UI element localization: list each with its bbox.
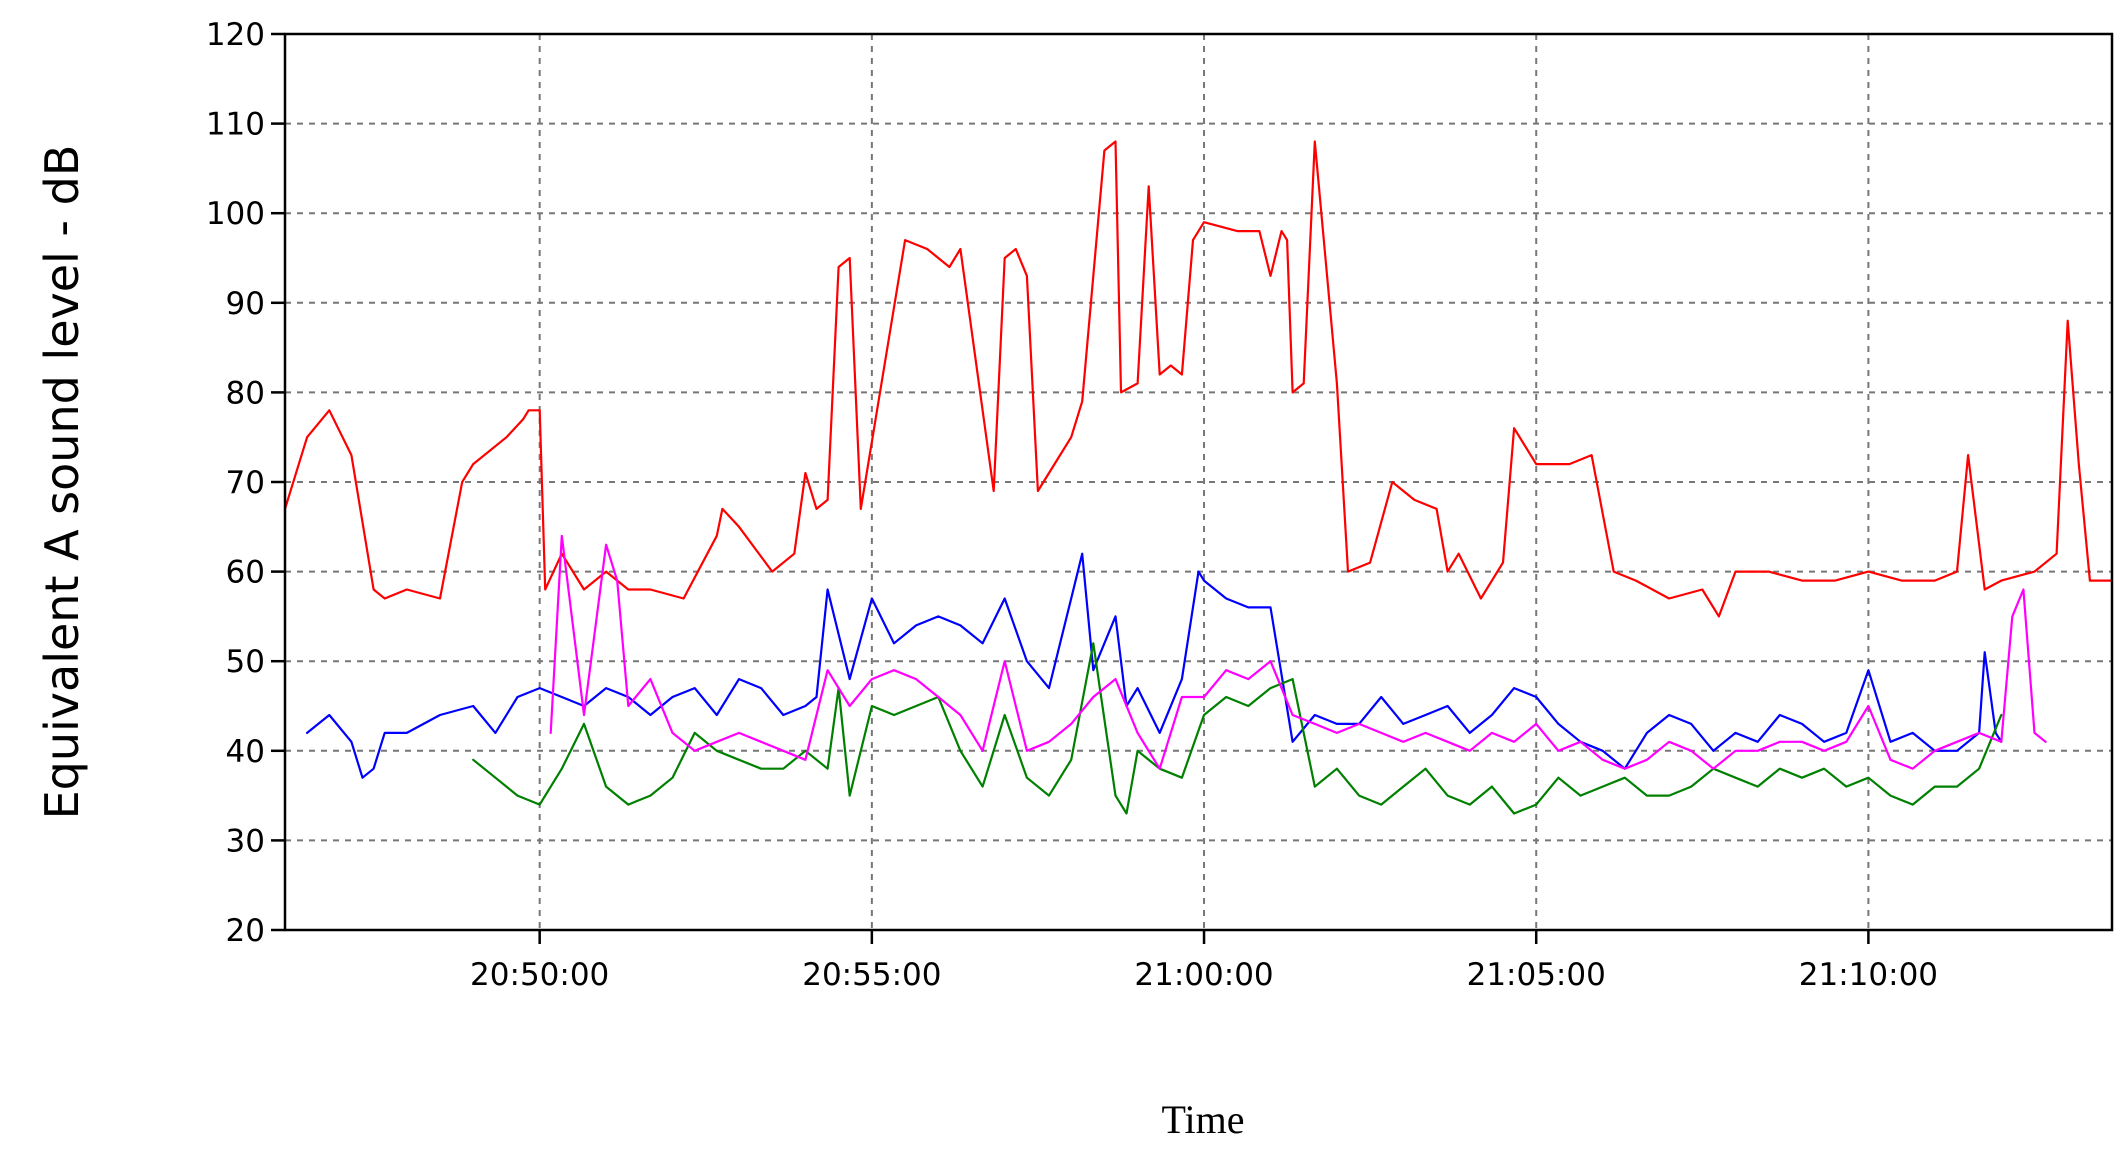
series-line-4 bbox=[549, 534, 2047, 770]
x-tick-label: 20:55:00 bbox=[802, 957, 941, 993]
x-tick-label: 20:50:00 bbox=[470, 957, 609, 993]
x-axis: 20:50:00 20:55:00 21:00:00 21:05:00 21:10:00 bbox=[470, 930, 1938, 993]
y-axis: 20 30 40 50 60 70 80 90 100 110 120 bbox=[206, 17, 285, 949]
y-tick-label: 40 bbox=[226, 734, 265, 770]
y-tick-label: 110 bbox=[206, 107, 265, 143]
y-tick-label: 80 bbox=[226, 375, 265, 411]
x-tick-label: 21:00:00 bbox=[1134, 957, 1273, 993]
series-line-2 bbox=[306, 552, 2003, 779]
grid bbox=[285, 34, 2112, 930]
y-tick-label: 30 bbox=[226, 823, 265, 859]
y-axis-title: Equivalent A sound level - dB bbox=[35, 145, 89, 820]
y-tick-label: 50 bbox=[226, 644, 265, 680]
series-line-1 bbox=[283, 140, 2114, 618]
y-tick-label: 120 bbox=[206, 17, 265, 53]
y-tick-label: 100 bbox=[206, 196, 265, 232]
x-tick-label: 21:10:00 bbox=[1799, 957, 1938, 993]
y-tick-label: 70 bbox=[226, 465, 265, 501]
series-line-3 bbox=[472, 642, 2003, 815]
y-tick-label: 60 bbox=[226, 555, 265, 591]
x-tick-label: 21:05:00 bbox=[1467, 957, 1606, 993]
x-axis-title: Time bbox=[1161, 1097, 1244, 1142]
series-lines bbox=[283, 140, 2114, 815]
y-tick-label: 20 bbox=[226, 913, 265, 949]
y-tick-label: 90 bbox=[226, 286, 265, 322]
